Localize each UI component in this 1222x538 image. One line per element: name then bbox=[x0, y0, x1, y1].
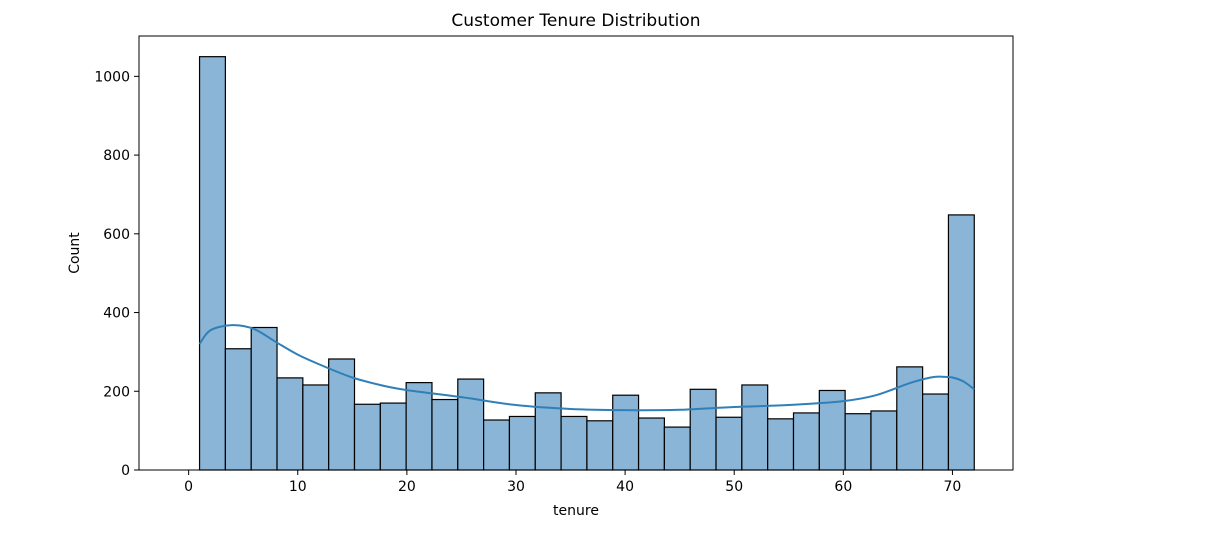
histogram-bars bbox=[198, 56, 975, 471]
x-axis: 0 10 20 30 40 50 60 70 bbox=[184, 470, 961, 495]
y-tick-label: 600 bbox=[103, 227, 130, 243]
x-tick-label: 20 bbox=[398, 479, 416, 495]
histogram-bar bbox=[224, 348, 252, 471]
histogram-bar bbox=[198, 56, 226, 471]
histogram-bar bbox=[870, 410, 898, 471]
histogram-bar bbox=[328, 358, 356, 471]
histogram-bar bbox=[663, 426, 691, 471]
x-tick-label: 60 bbox=[834, 479, 852, 495]
histogram-bar bbox=[637, 417, 665, 471]
x-tick-label: 40 bbox=[616, 479, 634, 495]
histogram-bar bbox=[689, 388, 717, 471]
x-tick-label: 0 bbox=[184, 479, 193, 495]
histogram-bar bbox=[379, 402, 407, 471]
histogram-bar bbox=[250, 326, 278, 471]
histogram-bar bbox=[844, 413, 872, 471]
y-tick-label: 800 bbox=[103, 148, 130, 164]
y-axis: 0 200 400 600 800 1000 bbox=[94, 69, 139, 479]
histogram-bar bbox=[508, 415, 536, 471]
histogram-bar bbox=[457, 378, 485, 471]
histogram-bar bbox=[276, 377, 304, 471]
x-axis-label: tenure bbox=[553, 503, 599, 519]
histogram-bar bbox=[353, 403, 381, 471]
y-tick-label: 0 bbox=[121, 463, 130, 479]
histogram-bar bbox=[405, 382, 433, 471]
histogram-bar bbox=[534, 392, 562, 471]
x-tick-label: 10 bbox=[289, 479, 307, 495]
histogram-bar bbox=[302, 384, 330, 471]
x-tick-label: 50 bbox=[725, 479, 743, 495]
histogram-bar bbox=[560, 415, 588, 471]
chart-title: Customer Tenure Distribution bbox=[451, 11, 700, 31]
x-tick-label: 70 bbox=[944, 479, 962, 495]
y-tick-label: 200 bbox=[103, 384, 130, 400]
histogram-bar bbox=[586, 420, 614, 471]
y-tick-label: 1000 bbox=[94, 69, 130, 85]
y-tick-label: 400 bbox=[103, 306, 130, 322]
histogram-bar bbox=[715, 416, 743, 471]
plot-frame bbox=[138, 35, 1014, 471]
histogram-bar bbox=[922, 393, 950, 471]
histogram-bar bbox=[431, 398, 459, 471]
x-tick-label: 30 bbox=[507, 479, 525, 495]
histogram-bar bbox=[947, 214, 975, 471]
histogram-bar bbox=[792, 412, 820, 471]
histogram-bar bbox=[767, 418, 795, 471]
histogram-bar bbox=[483, 419, 511, 471]
kde-line bbox=[198, 324, 975, 412]
y-axis-label: Count bbox=[67, 232, 83, 274]
histogram-bar bbox=[612, 394, 640, 471]
histogram-bar bbox=[741, 384, 769, 471]
